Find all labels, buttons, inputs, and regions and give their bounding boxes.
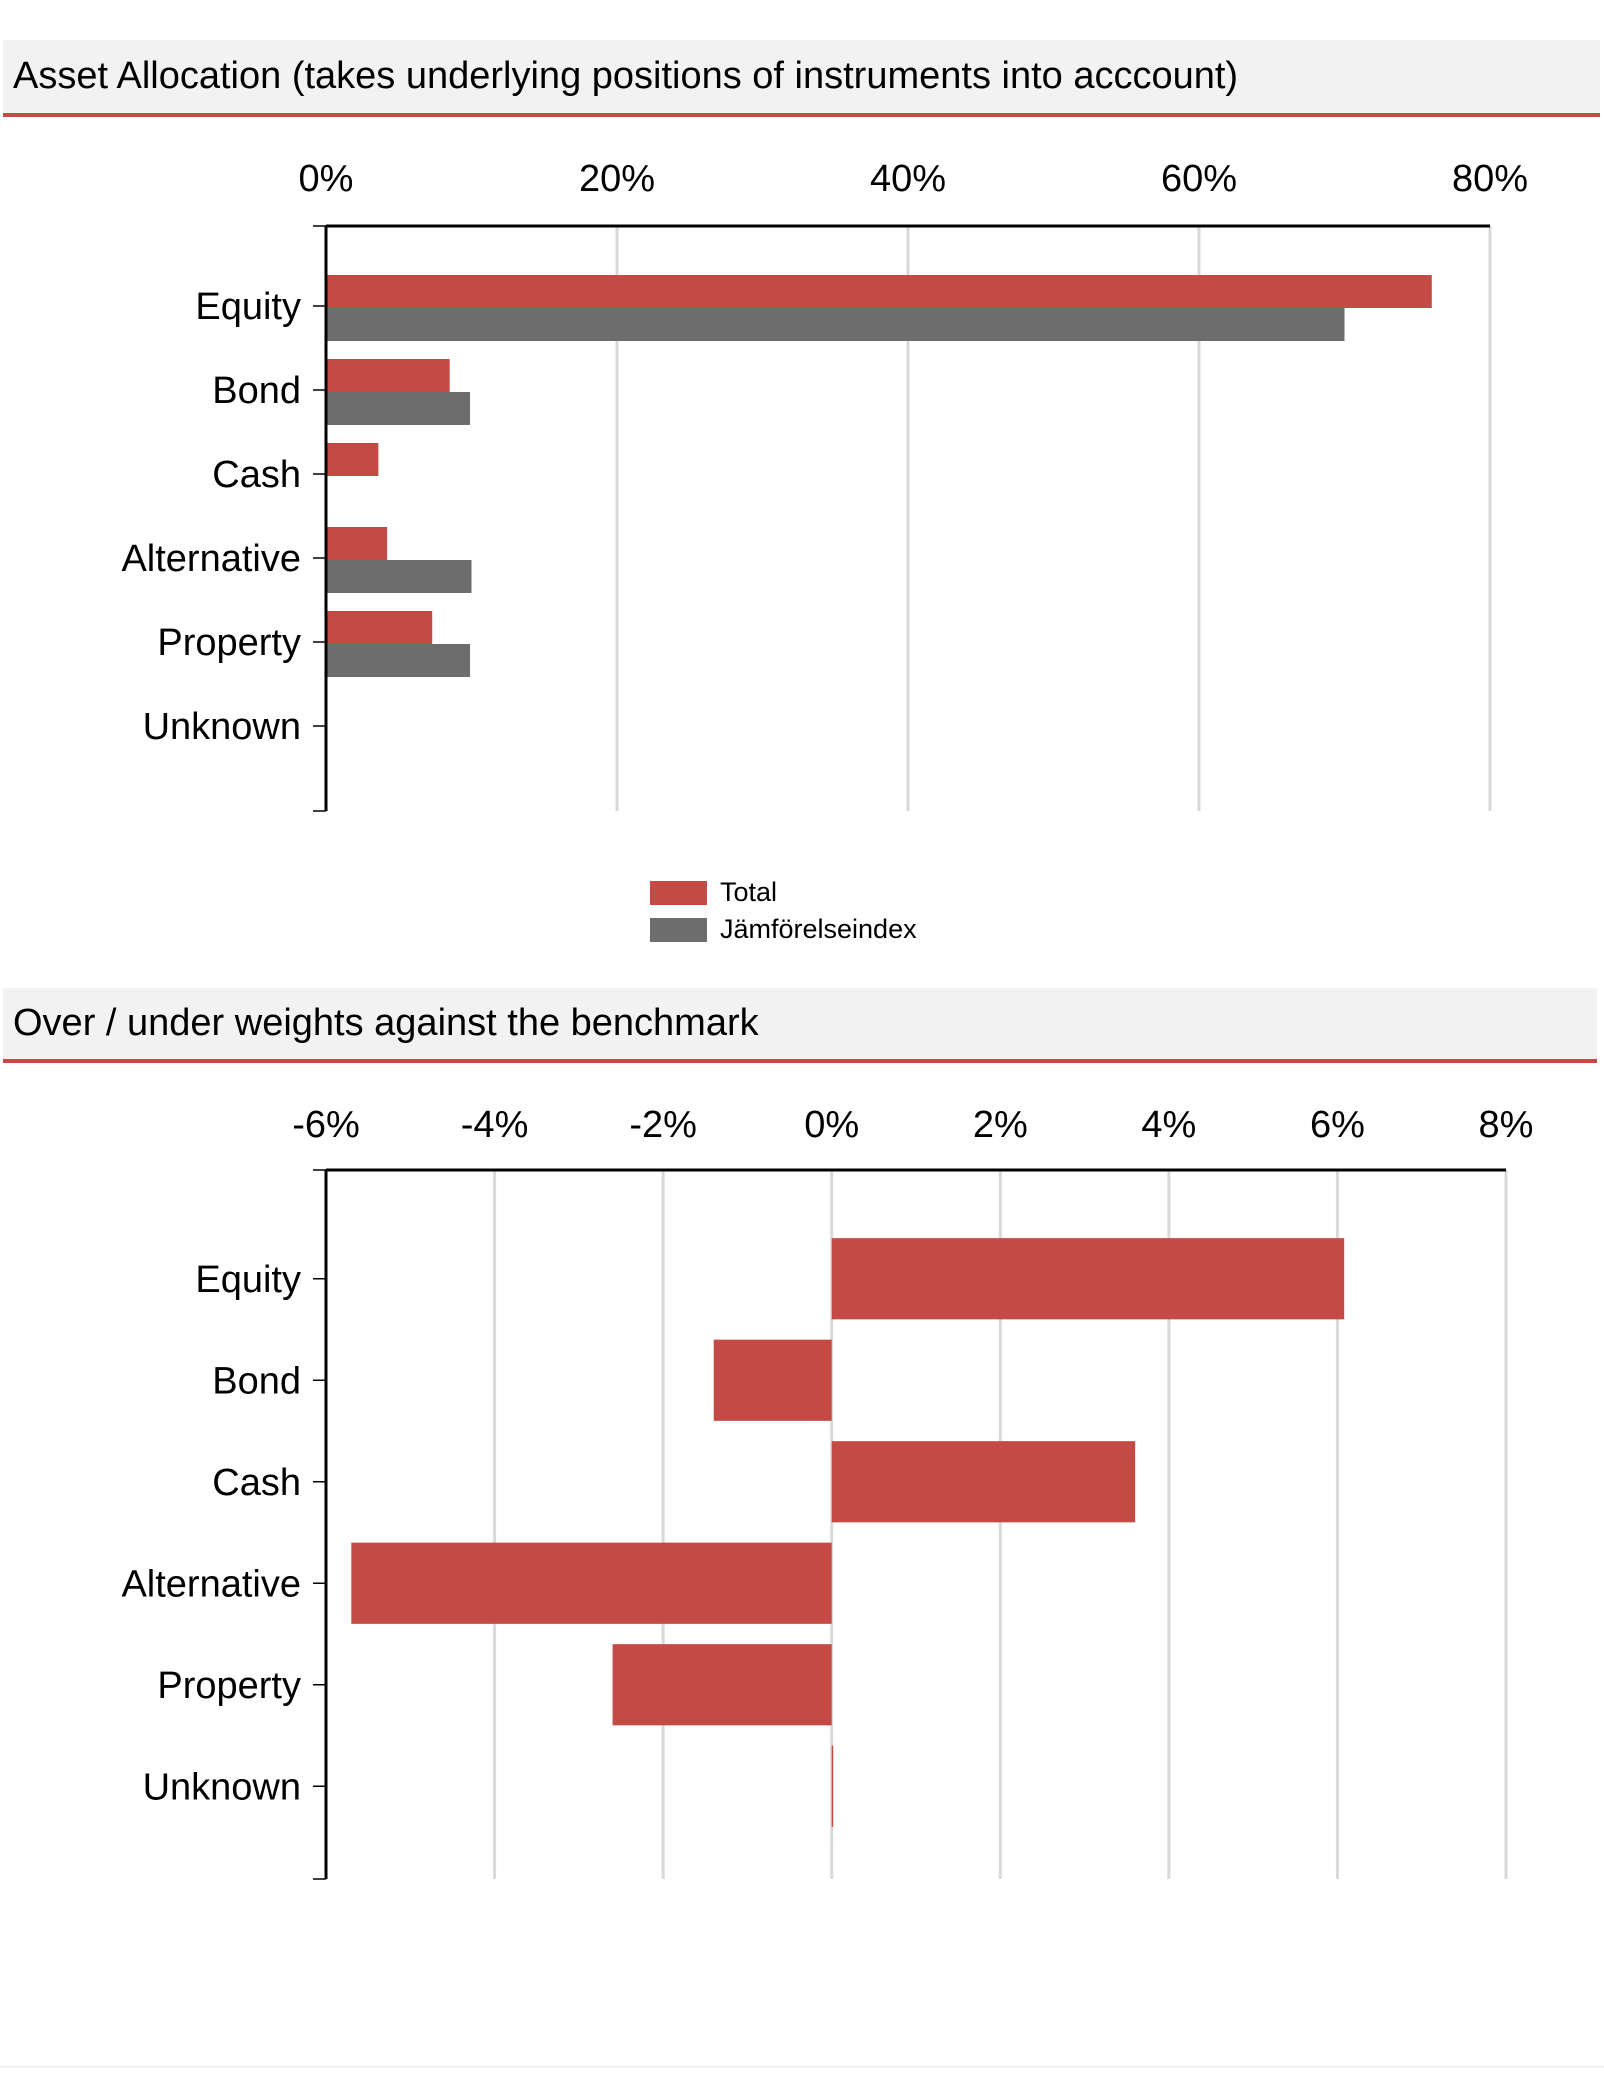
legend-swatch-total (650, 880, 707, 905)
category-label: Unknown (143, 706, 301, 748)
bar-series-1 (326, 275, 1432, 308)
over-under-weights-chart: -6% -4% -2% 0% 2% 4% 6% 8% Equity Bond Cash Alterna… (121, 1104, 1534, 1880)
x-tick-label: 2% (973, 1104, 1028, 1146)
section-title: Over / under weights against the benchma… (13, 1002, 759, 1044)
legend-swatch-benchmark (650, 917, 707, 942)
bar-weight (831, 1441, 1136, 1523)
bar-weight (831, 1238, 1345, 1320)
bar-series-2 (326, 392, 471, 425)
legend-item-total: Total (650, 874, 917, 911)
x-tick-label: 0% (299, 158, 354, 200)
bar-series-2 (326, 560, 472, 593)
bar-weight (612, 1644, 832, 1726)
x-tick-label: 40% (870, 158, 946, 200)
category-label: Property (157, 1665, 301, 1707)
x-tick-label: -4% (461, 1104, 529, 1146)
legend-label-total: Total (720, 877, 778, 907)
category-label: Equity (195, 286, 301, 328)
bar-series-1 (326, 527, 388, 560)
category-label: Equity (195, 1259, 301, 1301)
x-tick-label: 6% (1310, 1104, 1365, 1146)
legend: Total Jämförelseindex (650, 874, 917, 948)
bar-weight (713, 1339, 832, 1421)
bar-series-1 (326, 359, 450, 392)
category-label: Property (157, 622, 301, 664)
category-label: Alternative (121, 538, 301, 580)
x-tick-label: -6% (292, 1104, 360, 1146)
category-label: Cash (212, 1462, 301, 1504)
x-tick-label: 60% (1161, 158, 1237, 200)
bar-series-2 (326, 644, 471, 677)
bar-series-1 (326, 611, 433, 644)
category-label: Bond (212, 370, 301, 412)
footer-divider (0, 2066, 1604, 2068)
bar-weight (351, 1542, 832, 1624)
x-tick-label: 8% (1479, 1104, 1534, 1146)
x-tick-label: 80% (1452, 158, 1528, 200)
category-label: Bond (212, 1360, 301, 1402)
bar-series-1 (326, 443, 379, 476)
bar-weight (831, 1745, 834, 1827)
x-tick-label: 0% (804, 1104, 859, 1146)
category-label: Alternative (121, 1563, 301, 1605)
x-tick-label: -2% (629, 1104, 697, 1146)
bar-series-2 (326, 308, 1345, 341)
legend-label-benchmark: Jämförelseindex (720, 914, 917, 944)
category-label: Cash (212, 454, 301, 496)
section-header-over-under-weights: Over / under weights against the benchma… (3, 988, 1597, 1063)
legend-item-benchmark: Jämförelseindex (650, 911, 917, 948)
asset-allocation-chart: 0% 20% 40% 60% 80% Equity Bond Cash Alternative P… (121, 158, 1528, 812)
section-header-asset-allocation: Asset Allocation (takes underlying posit… (3, 40, 1600, 117)
x-tick-label: 20% (579, 158, 655, 200)
section-title: Asset Allocation (takes underlying posit… (13, 55, 1239, 97)
category-label: Unknown (143, 1766, 301, 1808)
x-tick-label: 4% (1141, 1104, 1196, 1146)
